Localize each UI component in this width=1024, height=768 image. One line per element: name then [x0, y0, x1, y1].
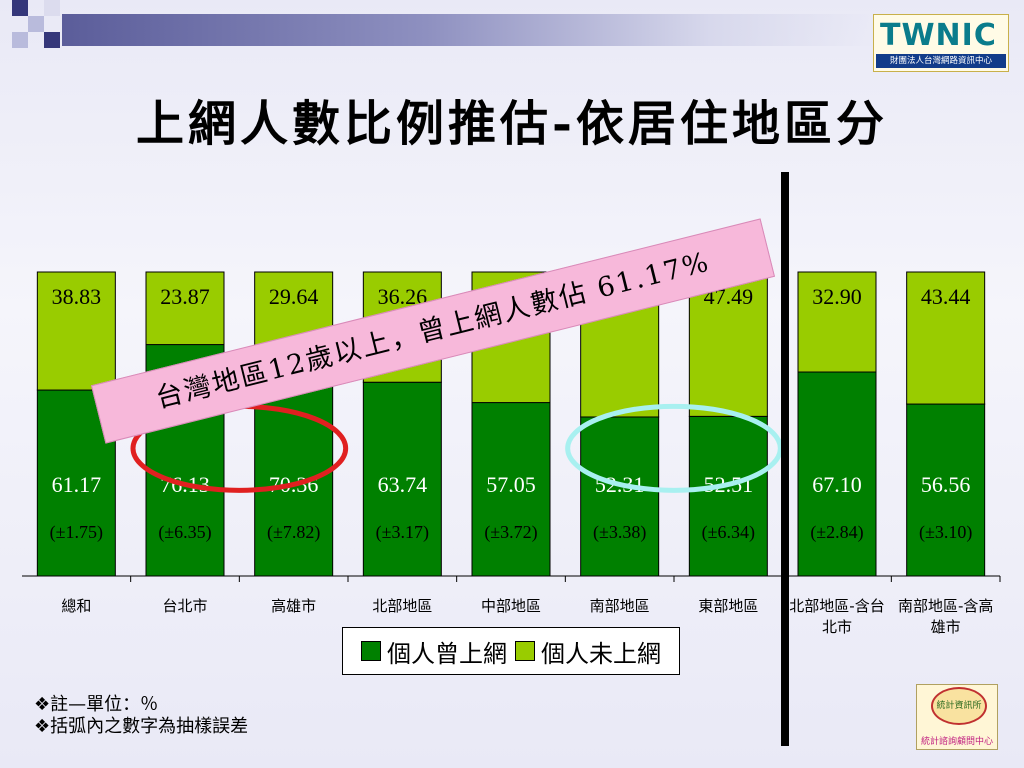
data-label-offline: 32.90: [812, 284, 862, 309]
deco-square: [12, 0, 28, 16]
x-axis-label: 南部地區: [589, 597, 650, 615]
bar-online: [580, 416, 660, 577]
slide-title: 上網人數比例推估-依居住地區分: [136, 96, 888, 152]
x-axis-label: 高雄市: [271, 597, 317, 615]
bar-offline: [145, 271, 225, 346]
chart-legend: 個人曾上網 個人未上網: [342, 627, 680, 675]
deco-square: [44, 0, 60, 16]
data-label-online: 56.56: [921, 472, 971, 497]
bar-offline: [688, 271, 768, 417]
error-margin-label: (±3.10): [919, 522, 972, 543]
error-margin-label: (±3.38): [593, 522, 646, 543]
highlight-ellipse-cyan: [565, 403, 783, 493]
error-margin-label: (±7.82): [267, 522, 320, 543]
bar-offline: [36, 271, 116, 391]
x-axis-label: 北部地區-含台北市: [789, 597, 885, 636]
twnic-logo-mark: TWNIC: [880, 18, 997, 53]
fju-logo-caption: 統計諮詢顧問中心: [920, 737, 993, 747]
twnic-logo: TWNIC 財團法人台灣網路資訊中心: [873, 14, 1009, 72]
legend-swatch-offline: [515, 641, 535, 661]
deco-square: [28, 16, 44, 32]
bar-offline: [797, 271, 877, 373]
legend-label-offline: 個人未上網: [541, 639, 661, 668]
x-axis-label: 北部地區: [372, 597, 433, 615]
error-margin-label: (±6.35): [158, 522, 211, 543]
twnic-logo-caption: 財團法人台灣網路資訊中心: [876, 54, 1006, 68]
legend-item-offline: 個人未上網: [515, 634, 661, 669]
data-label-online: 63.74: [378, 472, 428, 497]
fju-logo: 統計資訊所 統計諮詢顧問中心: [916, 684, 998, 750]
error-margin-label: (±3.17): [376, 522, 429, 543]
x-axis-label: 中部地區: [480, 597, 541, 615]
error-margin-label: (±3.72): [484, 522, 537, 543]
data-label-online: 67.10: [812, 472, 862, 497]
error-margin-label: (±6.34): [702, 522, 755, 543]
x-axis-label: 總和: [61, 597, 92, 615]
error-margin-label: (±2.84): [810, 522, 863, 543]
footnote-error: ❖括弧內之數字為抽樣誤差: [34, 716, 249, 737]
data-label-offline: 29.64: [269, 284, 319, 309]
footnotes: ❖註—單位：％ ❖括弧內之數字為抽樣誤差: [34, 694, 248, 738]
x-axis-label: 南部地區-含高雄市: [897, 597, 994, 636]
bar-offline: [906, 271, 986, 405]
data-label-online: 61.17: [52, 472, 102, 497]
data-label-offline: 23.87: [160, 284, 210, 309]
deco-square: [44, 32, 60, 48]
legend-label-online: 個人曾上網: [387, 639, 507, 668]
x-axis-label: 東部地區: [698, 597, 759, 615]
data-label-online: 57.05: [486, 472, 536, 497]
data-label-offline: 43.44: [921, 284, 971, 309]
bar-online: [471, 402, 551, 577]
bar-online: [906, 403, 986, 577]
data-label-offline: 38.83: [52, 284, 102, 309]
title-gradient-bar: [62, 14, 872, 46]
title-decoration: [0, 0, 880, 48]
vertical-divider: [781, 172, 789, 746]
legend-swatch-online: [361, 641, 381, 661]
legend-item-online: 個人曾上網: [361, 634, 507, 669]
fju-logo-mark: 統計資訊所: [931, 687, 987, 725]
deco-square: [12, 32, 28, 48]
footnote-unit: ❖註—單位：％: [34, 694, 159, 715]
bar-online: [797, 371, 877, 577]
x-axis-label: 台北市: [162, 597, 208, 615]
error-margin-label: (±1.75): [50, 522, 103, 543]
bar-online: [362, 381, 442, 577]
